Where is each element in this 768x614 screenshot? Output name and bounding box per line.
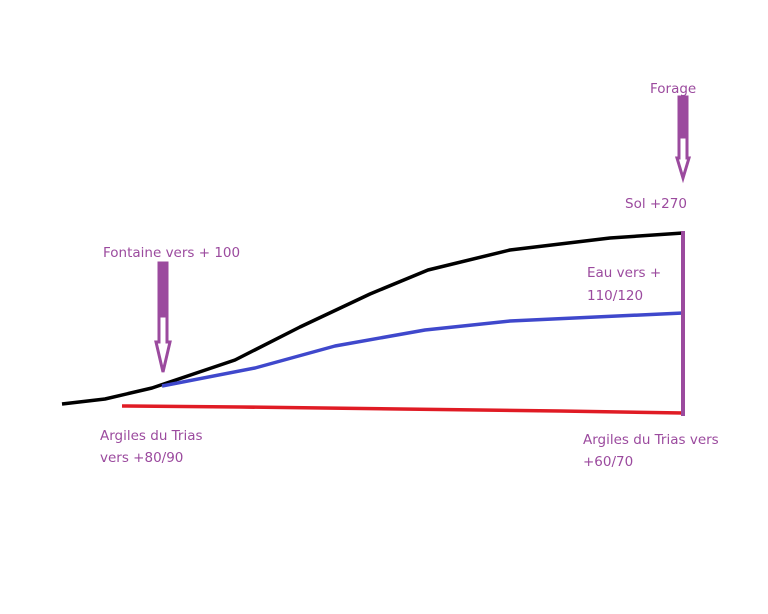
- fontaine-arrow: [154, 261, 172, 373]
- forage-arrow: [674, 95, 692, 184]
- argiles-left-label: vers +80/90: [100, 450, 183, 466]
- water-line: [161, 311, 684, 388]
- ground-line: [61, 231, 684, 406]
- argiles-right-label: Argiles du Trias vers: [583, 432, 719, 448]
- forage-label: Forage: [650, 81, 696, 97]
- fontaine-label: Fontaine vers + 100: [103, 245, 240, 261]
- argiles-right-label: +60/70: [583, 454, 633, 470]
- eau-label: Eau vers +: [587, 265, 661, 281]
- sol-label: Sol +270: [625, 196, 687, 212]
- clay-line: [121, 404, 684, 415]
- argiles-left-label: Argiles du Trias: [100, 428, 203, 444]
- eau-label: 110/120: [587, 288, 643, 304]
